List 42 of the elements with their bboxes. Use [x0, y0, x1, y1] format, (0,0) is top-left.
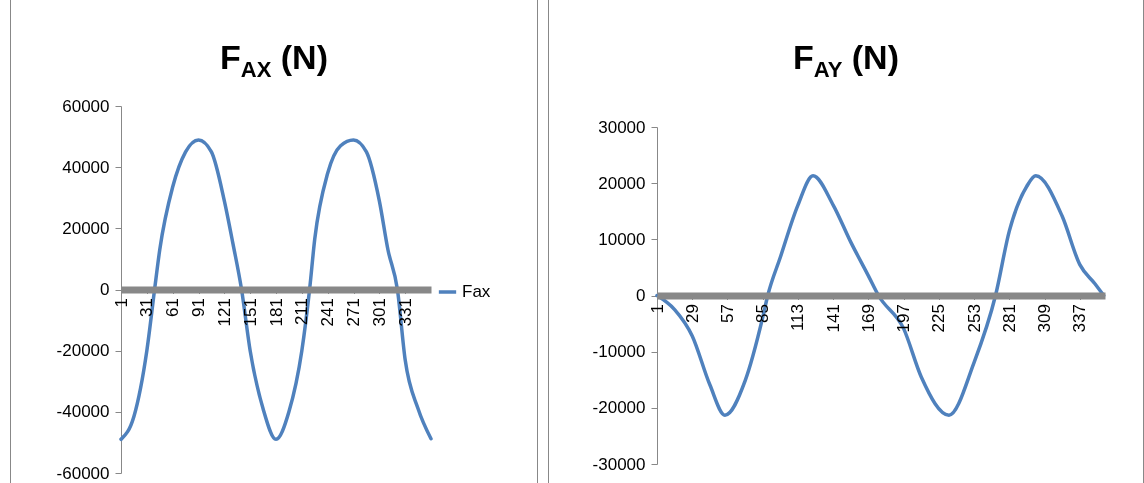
- x-tick-label: 169: [858, 304, 878, 333]
- x-tick-label: 31: [137, 298, 157, 317]
- chart-title: F$_{AY}$ (N): [792, 38, 900, 83]
- y-tick-label: -10000: [592, 342, 646, 362]
- x-tick-label: 301: [369, 298, 389, 327]
- x-tick-label: 1: [647, 304, 667, 314]
- x-tick-label: 241: [318, 298, 338, 327]
- y-tick-label: 20000: [62, 218, 110, 238]
- x-tick-label: 57: [717, 304, 737, 323]
- x-tick-label: 281: [999, 304, 1019, 333]
- y-tick-label: 10000: [598, 229, 646, 249]
- y-tick-label: -20000: [56, 341, 110, 361]
- y-tick-label: 20000: [598, 173, 646, 193]
- x-tick-label: 211: [292, 298, 312, 326]
- y-tick-label: 30000: [598, 117, 646, 137]
- x-tick-label: 1: [111, 298, 131, 308]
- y-tick-label: 60000: [62, 96, 110, 116]
- x-tick-label: 309: [1035, 304, 1055, 333]
- x-tick-label: 61: [163, 298, 183, 317]
- x-tick-label: 91: [189, 298, 208, 317]
- y-tick-label: -60000: [56, 463, 110, 483]
- x-tick-label: 85: [753, 304, 773, 323]
- y-tick-label: 40000: [62, 157, 110, 177]
- x-tick-label: 271: [344, 298, 363, 327]
- x-tick-label: 253: [964, 304, 984, 333]
- y-tick-label: -40000: [56, 402, 110, 422]
- x-tick-label: 181: [266, 298, 286, 327]
- x-tick-label: 331: [395, 298, 415, 327]
- x-tick-label: 29: [682, 304, 702, 323]
- x-tick-label: 113: [788, 304, 808, 332]
- x-tick-label: 225: [929, 304, 949, 333]
- y-tick-label: 0: [100, 280, 110, 299]
- x-tick-label: 141: [823, 304, 843, 333]
- x-tick-label: 151: [240, 298, 260, 327]
- y-tick-label: -30000: [592, 454, 646, 474]
- x-tick-label: 121: [214, 298, 234, 327]
- legend-label: Fax: [462, 282, 491, 301]
- x-tick-label: 337: [1070, 304, 1090, 333]
- y-tick-label: -20000: [592, 398, 646, 418]
- x-tick-label: 197: [894, 304, 914, 333]
- chart-title: F$_{AX}$ (N): [219, 38, 329, 83]
- y-tick-label: 0: [636, 286, 646, 305]
